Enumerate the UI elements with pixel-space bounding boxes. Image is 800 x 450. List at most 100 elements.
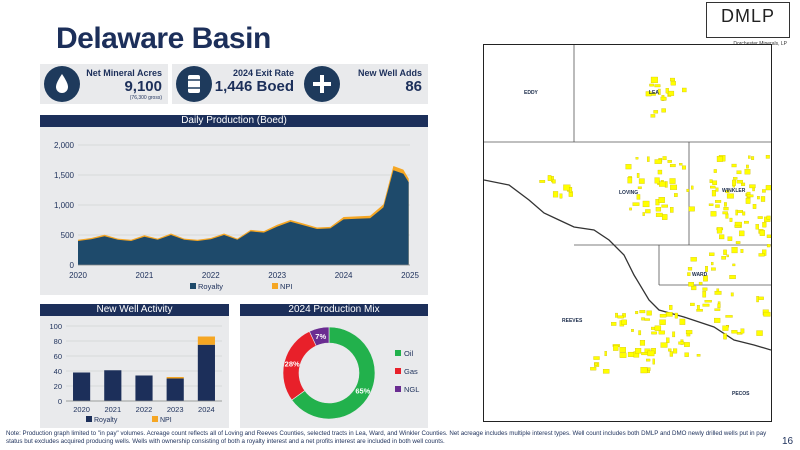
lease-tract bbox=[766, 234, 774, 238]
lease-tract bbox=[690, 302, 695, 306]
lease-tract bbox=[627, 176, 633, 184]
lease-tract bbox=[658, 197, 665, 203]
lease-tract bbox=[641, 317, 645, 321]
royalty-bar bbox=[73, 372, 91, 401]
lease-tract bbox=[669, 304, 673, 310]
lease-tract bbox=[639, 310, 646, 314]
daily-production-panel: Daily Production (Boed) 0 500 1,000 1,500 2,… bbox=[40, 115, 428, 295]
lease-tract bbox=[681, 165, 686, 170]
lease-tract bbox=[758, 296, 764, 300]
lease-tract bbox=[547, 175, 552, 181]
lease-tract bbox=[667, 160, 672, 163]
lease-tract bbox=[590, 367, 597, 371]
lease-tract bbox=[619, 347, 626, 353]
lease-tract bbox=[722, 325, 729, 331]
map-label-ward: WARD bbox=[692, 272, 708, 278]
lease-tract bbox=[617, 315, 624, 319]
lease-tract bbox=[654, 325, 662, 331]
lease-tract bbox=[647, 350, 655, 357]
legend-label: NGL bbox=[404, 385, 419, 394]
lease-tract bbox=[670, 81, 676, 86]
kpi-value: 1,446 Boed bbox=[214, 78, 294, 95]
royalty-bar bbox=[197, 344, 215, 401]
lease-tract bbox=[665, 88, 669, 94]
lease-tract bbox=[756, 296, 759, 303]
lease-tract bbox=[651, 331, 657, 335]
lease-tract bbox=[637, 186, 642, 189]
lease-tract bbox=[636, 173, 640, 178]
lease-tract bbox=[660, 342, 668, 348]
lease-tract bbox=[632, 202, 640, 206]
lease-tract bbox=[569, 187, 573, 193]
y-tick-label: 0 bbox=[58, 397, 62, 406]
map-label-loving: LOVING bbox=[619, 190, 639, 196]
npi-bar bbox=[166, 377, 184, 379]
x-tick-label: 2025 bbox=[401, 271, 419, 280]
lease-tract bbox=[655, 207, 662, 212]
lease-tract bbox=[539, 180, 546, 183]
barrel-icon bbox=[176, 66, 212, 102]
kpi-label: Net Mineral Acres bbox=[86, 68, 162, 78]
lease-tract bbox=[735, 241, 741, 244]
x-tick-label: 2022 bbox=[136, 405, 153, 414]
lease-tract bbox=[731, 247, 738, 254]
lease-tract bbox=[765, 155, 770, 159]
lease-tract bbox=[658, 330, 665, 335]
royalty-bar bbox=[166, 378, 184, 401]
lease-tract bbox=[621, 319, 627, 325]
royalty-bar bbox=[135, 375, 153, 401]
lease-tract bbox=[744, 220, 749, 224]
lease-tract bbox=[638, 330, 642, 336]
lease-tract bbox=[733, 177, 738, 180]
lease-tract bbox=[731, 163, 737, 168]
legend-royalty-swatch bbox=[190, 283, 196, 289]
lease-tract bbox=[751, 156, 755, 160]
map-label-lea: LEA bbox=[649, 90, 659, 96]
lease-tract bbox=[638, 178, 645, 184]
lease-tract bbox=[766, 215, 771, 220]
y-tick-label: 1,000 bbox=[54, 201, 75, 210]
legend-npi-label: NPI bbox=[280, 282, 293, 291]
lease-tract bbox=[725, 315, 733, 318]
lease-tract bbox=[742, 211, 746, 216]
lease-tract bbox=[669, 351, 673, 357]
lease-tract bbox=[762, 222, 767, 228]
y-tick-label: 0 bbox=[70, 261, 75, 270]
lease-tract bbox=[619, 352, 627, 358]
lease-tract bbox=[726, 193, 734, 199]
legend-swatch bbox=[395, 368, 401, 374]
lease-tract bbox=[717, 303, 721, 309]
lease-tract bbox=[667, 90, 675, 96]
plus-icon bbox=[304, 66, 340, 102]
lease-tract bbox=[725, 213, 729, 219]
lease-tract bbox=[641, 352, 649, 356]
lease-tract bbox=[670, 184, 678, 190]
production-mix-panel: 2024 Production Mix 65% 28% 7% Oil Gas NGL bbox=[240, 304, 428, 428]
lease-tract bbox=[665, 312, 673, 317]
lease-tract bbox=[741, 182, 746, 186]
legend-npi-swatch bbox=[272, 283, 278, 289]
lease-tract bbox=[714, 317, 721, 323]
lease-tract bbox=[674, 312, 678, 319]
lease-tract bbox=[729, 217, 733, 222]
lease-tract bbox=[713, 169, 717, 173]
kpi-label: New Well Adds bbox=[357, 68, 422, 78]
lease-tract bbox=[622, 313, 626, 318]
lease-tract bbox=[659, 181, 666, 187]
lease-tract bbox=[734, 224, 741, 228]
lease-tract bbox=[666, 337, 670, 344]
lease-tract bbox=[698, 281, 703, 285]
lease-tract bbox=[729, 275, 736, 280]
lease-tract bbox=[629, 207, 632, 211]
lease-tract bbox=[661, 204, 668, 208]
kpi-value: 9,100 bbox=[124, 78, 162, 95]
lease-tract bbox=[646, 310, 652, 316]
lease-tract bbox=[724, 202, 727, 207]
lease-tract bbox=[647, 367, 651, 371]
lease-tract bbox=[746, 164, 749, 169]
lease-tract bbox=[613, 345, 619, 351]
y-tick-label: 100 bbox=[49, 322, 62, 331]
lease-tract bbox=[715, 204, 720, 208]
lease-tract bbox=[639, 340, 646, 346]
kpi-exit-rate: 2024 Exit Rate 1,446 Boed bbox=[172, 64, 300, 104]
